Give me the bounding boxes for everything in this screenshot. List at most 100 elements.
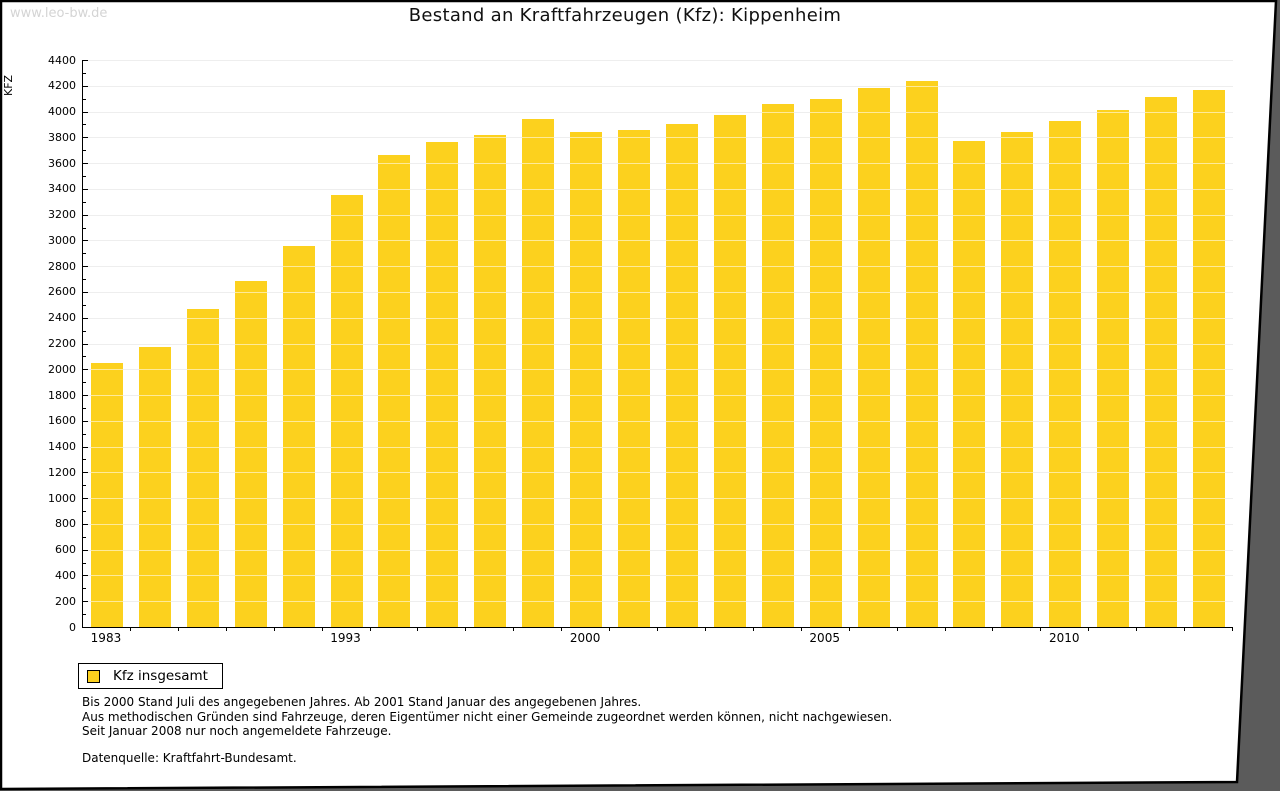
gridline-overlay (83, 446, 1233, 448)
gridline-overlay (83, 137, 1233, 139)
y-axis-minor-tick (83, 330, 86, 332)
bar (474, 135, 507, 627)
y-axis-minor-tick (83, 279, 86, 281)
y-axis-major-tick (83, 291, 88, 293)
y-axis-major-tick (83, 369, 88, 371)
y-axis-major-tick (83, 446, 88, 448)
y-axis-minor-tick (83, 98, 86, 100)
x-axis-label: 1983 (90, 631, 122, 645)
bar (1049, 120, 1082, 627)
gridline-overlay (83, 85, 1233, 87)
gridline-overlay (83, 60, 1233, 61)
x-axis-tick (992, 627, 994, 631)
y-axis-minor-tick (83, 356, 86, 358)
y-axis-label: 1400 (48, 440, 76, 454)
bar (665, 123, 698, 627)
bar (282, 245, 315, 627)
y-axis-major-tick (83, 420, 88, 422)
footnote-line: Aus methodischen Gründen sind Fahrzeuge,… (82, 709, 893, 724)
y-axis-major-tick (83, 240, 88, 242)
y-axis-minor-tick (83, 304, 86, 306)
y-axis-minor-tick (83, 72, 86, 74)
x-axis-tick (417, 627, 419, 631)
y-axis-label: 1200 (48, 465, 76, 479)
bar (1097, 109, 1130, 627)
x-axis-tick (225, 627, 227, 631)
x-axis-tick (704, 627, 706, 631)
y-axis-minor-tick (83, 511, 86, 513)
y-axis-major-tick (83, 266, 88, 268)
y-axis-label: 4200 (48, 79, 76, 93)
legend-label: Kfz insgesamt (113, 668, 208, 684)
y-axis-label: 3200 (48, 208, 76, 222)
bar (522, 119, 555, 627)
y-axis-label: 2000 (48, 362, 76, 376)
watermark: www.leo-bw.de (10, 6, 108, 21)
y-axis-major-tick (83, 395, 88, 397)
gridline-overlay (83, 395, 1233, 397)
y-axis-label: 1800 (48, 388, 76, 402)
y-axis-minor-tick (83, 382, 86, 384)
data-source: Datenquelle: Kraftfahrt-Bundesamt. (82, 750, 297, 765)
gridline-overlay (83, 523, 1233, 525)
y-axis-minor-tick (83, 201, 86, 203)
y-axis-major-tick (83, 601, 88, 603)
y-axis-minor-tick (83, 124, 86, 126)
bar (138, 346, 171, 627)
x-axis-label: 2005 (809, 631, 840, 645)
x-axis-tick (177, 627, 179, 631)
y-axis-minor-tick (83, 562, 86, 564)
gridline-overlay (83, 188, 1233, 190)
bar (1145, 97, 1178, 627)
y-axis-label: 200 (55, 594, 76, 608)
gridline-overlay (83, 343, 1233, 345)
bar (618, 130, 651, 627)
x-axis-tick (1232, 627, 1233, 631)
legend: Kfz insgesamt (78, 663, 223, 689)
y-axis-label: 400 (55, 568, 76, 582)
bar (426, 142, 459, 627)
gridline-overlay (83, 111, 1233, 113)
y-axis-label: 1600 (48, 414, 76, 428)
x-axis-tick (129, 627, 131, 631)
x-axis-label: 1993 (330, 631, 361, 645)
y-axis-label: 2400 (48, 311, 76, 325)
y-axis-label: 3800 (48, 130, 76, 144)
y-axis-label: 1000 (48, 491, 76, 505)
gridline-overlay (83, 214, 1233, 216)
y-axis-minor-tick (83, 588, 86, 590)
gridline-overlay (83, 369, 1233, 371)
footnotes: Bis 2000 Stand Juli des angegebenen Jahr… (82, 695, 892, 765)
y-axis-major-tick (83, 343, 88, 345)
gridline-overlay (83, 420, 1233, 422)
y-axis-major-tick (83, 111, 88, 113)
y-axis-label: 800 (55, 517, 76, 531)
y-axis-label: 3400 (48, 182, 76, 196)
y-axis-label: 2200 (48, 337, 76, 350)
footnote-line: Seit Januar 2008 nur noch angemeldete Fa… (82, 724, 392, 738)
gridline-overlay (83, 163, 1233, 165)
gridline-overlay (83, 601, 1233, 603)
y-axis-minor-tick (83, 536, 86, 538)
y-axis-major-tick (83, 60, 88, 61)
y-axis-major-tick (83, 85, 88, 87)
y-axis-major-tick (83, 137, 88, 139)
gridline-overlay (83, 575, 1233, 577)
bar (90, 362, 123, 627)
y-axis-minor-tick (83, 150, 86, 152)
x-axis-tick (369, 627, 371, 631)
y-axis-minor-tick (83, 227, 86, 229)
bar (186, 309, 219, 627)
y-axis-major-tick (83, 472, 88, 474)
y-axis-label: 0 (69, 620, 76, 634)
bar (857, 87, 890, 627)
bar (570, 132, 603, 627)
x-axis-tick (513, 627, 515, 631)
gridline-overlay (83, 498, 1233, 500)
y-axis-minor-tick (83, 485, 86, 487)
y-axis-minor-tick (83, 614, 86, 616)
x-axis-tick (609, 627, 611, 631)
y-axis-major-tick (83, 523, 88, 525)
y-axis-major-tick (83, 188, 88, 190)
